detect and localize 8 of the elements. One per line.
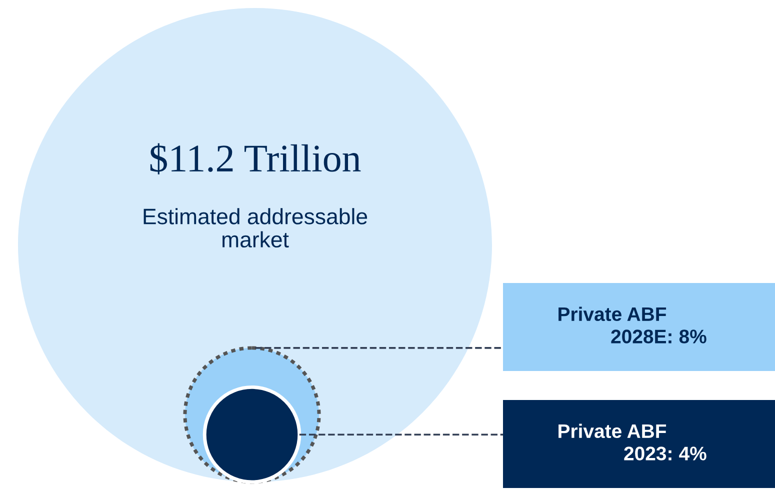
category-label: Private ABF 2023 [558, 424, 666, 460]
text: : [668, 333, 672, 344]
text: : [668, 450, 672, 460]
text: $11.2 Trillion [150, 143, 361, 174]
data-label: 8% [679, 330, 706, 344]
data-label: 4% [679, 446, 706, 460]
category-label: Private ABF 2028E [558, 306, 666, 344]
text: Estimated addressable market [144, 208, 368, 248]
